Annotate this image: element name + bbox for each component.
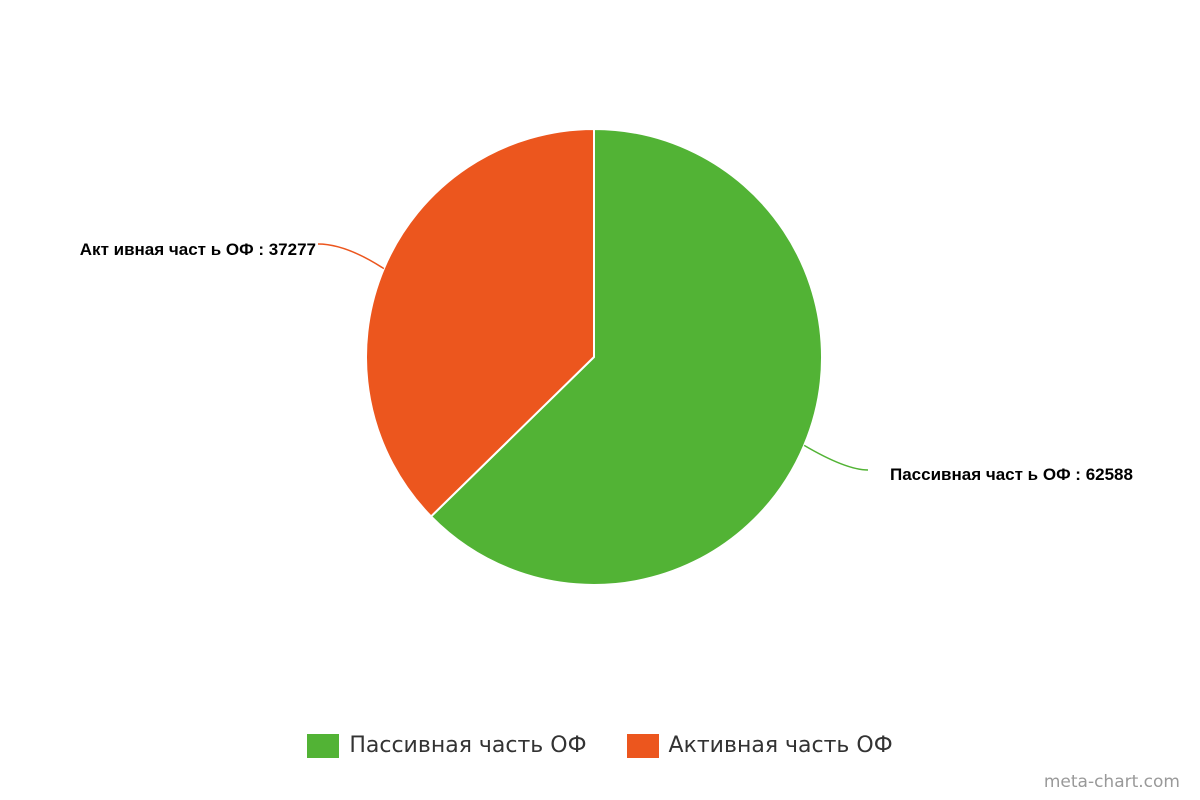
legend: Пассивная часть ОФ Активная часть ОФ [0,733,1200,758]
leader-line-passive [803,444,869,471]
legend-swatch-passive [307,733,340,758]
data-label-passive: Пассивная част ь ОФ : 62588 [890,465,1133,484]
legend-item-active[interactable]: Активная часть ОФ [626,733,893,758]
legend-label-active: Активная часть ОФ [668,733,893,758]
leader-line-active [317,243,385,270]
credit-link[interactable]: meta-chart.com [1043,772,1180,792]
legend-swatch-active [626,733,659,758]
legend-label-passive: Пассивная часть ОФ [349,733,587,758]
data-label-active: Акт ивная част ь ОФ : 37277 [80,240,316,259]
legend-item-passive[interactable]: Пассивная часть ОФ [307,733,587,758]
pie-slice-active[interactable] [365,127,595,518]
